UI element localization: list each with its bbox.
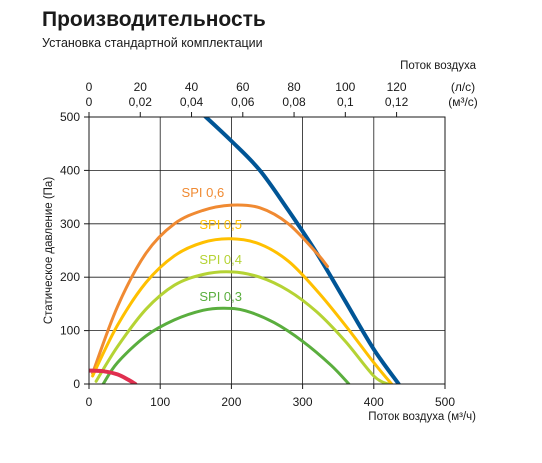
x-tick-label: 300 <box>293 395 313 409</box>
top-axis-tick-label: 0,12 <box>385 95 409 109</box>
y-tick-label: 100 <box>60 324 80 338</box>
top-axis-unit: (м³/с) <box>448 95 478 109</box>
series-labels: SPI 0,6 SPI 0,5 SPI 0,4 SPI 0,3 <box>182 185 242 304</box>
y-axis-label: Статическое давление (Па) <box>43 177 55 324</box>
curve-spi-0-3 <box>101 306 351 384</box>
x-axis-label: Поток воздуха (м³/ч) <box>368 411 476 423</box>
top-axis-tick-label: 0 <box>86 80 93 94</box>
curve-spi-0-4 <box>94 270 390 384</box>
y-tick-label: 400 <box>60 163 80 177</box>
x-tick-label: 500 <box>435 395 455 409</box>
top-axis-tick-label: 0,04 <box>180 95 204 109</box>
top-axis-tick-label: 120 <box>387 80 407 94</box>
page-title: Производительность <box>42 8 266 31</box>
top-axis-tick-label: 60 <box>236 80 250 94</box>
top-axis-unit: (л/с) <box>451 80 475 94</box>
top-axis-tick-label: 0,02 <box>129 95 153 109</box>
series-label: SPI 0,5 <box>199 217 242 232</box>
grid-layer <box>88 116 446 385</box>
top-axis-ticks: 0 20 40 60 80 100 120 (л/с) 0 0,02 0,04 0,06 0,08 0,1… <box>86 80 478 117</box>
top-axis-tick-label: 20 <box>134 80 148 94</box>
curve-spi-0-6 <box>91 203 329 375</box>
y-tick-label: 500 <box>60 110 80 124</box>
x-axis-ticks: 0 100 200 300 400 500 <box>86 384 455 409</box>
top-axis-tick-label: 0,08 <box>282 95 306 109</box>
x-tick-label: 100 <box>150 395 170 409</box>
series-label: SPI 0,3 <box>199 289 242 304</box>
y-tick-label: 200 <box>60 270 80 284</box>
curve <box>89 368 138 384</box>
top-axis-tick-label: 80 <box>287 80 301 94</box>
top-axis-tick-label: 0,1 <box>337 95 354 109</box>
x-tick-label: 400 <box>364 395 384 409</box>
plot-frame <box>88 116 446 385</box>
curve <box>202 117 401 384</box>
curves-layer <box>89 117 401 384</box>
top-axis-tick-label: 40 <box>185 80 199 94</box>
top-axis-tick-label: 100 <box>335 80 355 94</box>
page-subtitle: Установка стандартной комплектации <box>42 36 263 50</box>
y-tick-label: 300 <box>60 217 80 231</box>
top-axis-title: Поток воздуха <box>400 60 477 72</box>
curve-spi-0-5 <box>91 237 394 384</box>
x-tick-label: 200 <box>221 395 241 409</box>
top-axis-tick-label: 0 <box>86 95 93 109</box>
y-axis-ticks: 0 100 200 300 400 500 <box>60 110 89 391</box>
series-label: SPI 0,6 <box>182 185 225 200</box>
series-label: SPI 0,4 <box>199 252 242 267</box>
y-tick-label: 0 <box>73 377 80 391</box>
top-axis-tick-label: 0,06 <box>231 95 255 109</box>
x-tick-label: 0 <box>86 395 93 409</box>
